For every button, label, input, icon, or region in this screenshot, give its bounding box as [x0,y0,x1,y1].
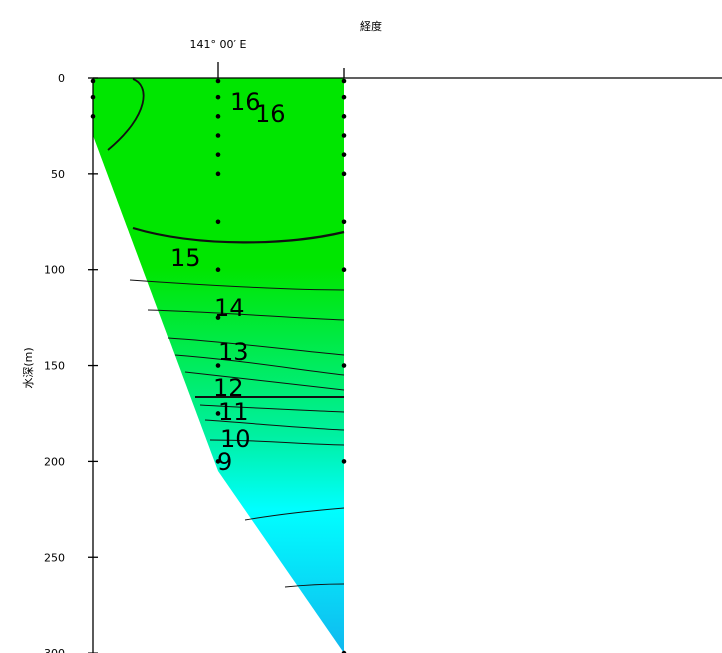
sample-dot [215,219,221,225]
contour-line [244,507,345,521]
y-tick-label: 150 [44,360,65,373]
contour-lines [107,78,345,588]
contour-label: 16 [230,88,261,116]
contour-label: 12 [213,374,244,402]
sample-dot [341,171,347,177]
contour-line [167,337,345,356]
sample-dot [215,411,221,416]
sample-dot [341,650,347,653]
sample-dot [215,267,221,273]
contour-label: 15 [170,244,201,272]
contour-label: 16 [255,100,286,128]
contour-line [199,404,345,413]
sample-dot [341,114,347,119]
sample-dot [90,78,96,84]
y-tick-label: 100 [44,264,65,277]
sample-dot [215,94,221,100]
sample-dot [215,171,221,177]
sample-dot [215,133,221,138]
sample-dot [215,152,221,157]
y-axis-label: 水深(m) [22,347,35,388]
contour-line [204,419,345,431]
contour-label: 11 [218,398,249,426]
sample-dot [341,94,347,100]
y-tick-label: 300 [44,647,65,653]
sample-dot [341,363,347,368]
y-tick-label: 50 [51,168,65,181]
chart-title: 経度 [360,19,382,33]
y-tick-label: 0 [58,72,65,85]
contour-line [147,309,345,321]
sample-dot [215,114,221,119]
sample-dot [215,315,221,320]
sample-dot [341,133,347,138]
sample-dot [90,94,96,100]
sample-dot [341,459,347,464]
sample-dot [341,267,347,273]
station-dots [90,78,347,653]
y-tick-label: 200 [44,455,65,468]
y-tick-labels: 0 50 100 150 200 250 300 [44,72,65,653]
sample-dot [341,219,347,225]
x-axis-label: 141° 00′ E [190,38,247,51]
axes [88,62,722,653]
contour-label: 10 [220,425,251,453]
sample-dot [341,78,347,84]
y-tick-label: 250 [44,551,65,564]
contour-label: 14 [214,294,245,322]
contour-label: 9 [217,448,232,476]
contour-label: 13 [218,338,249,366]
contour-line [107,78,145,151]
sample-dot [90,114,96,119]
contour-line [184,371,345,391]
contour-line [284,583,345,588]
contour-line [129,279,345,291]
sample-dot [215,363,221,368]
sample-dot [215,459,221,464]
sample-dot [341,152,347,157]
contour-line [174,354,345,376]
contour-line [209,439,345,446]
sample-dot [215,78,221,84]
contour-line [132,226,345,244]
